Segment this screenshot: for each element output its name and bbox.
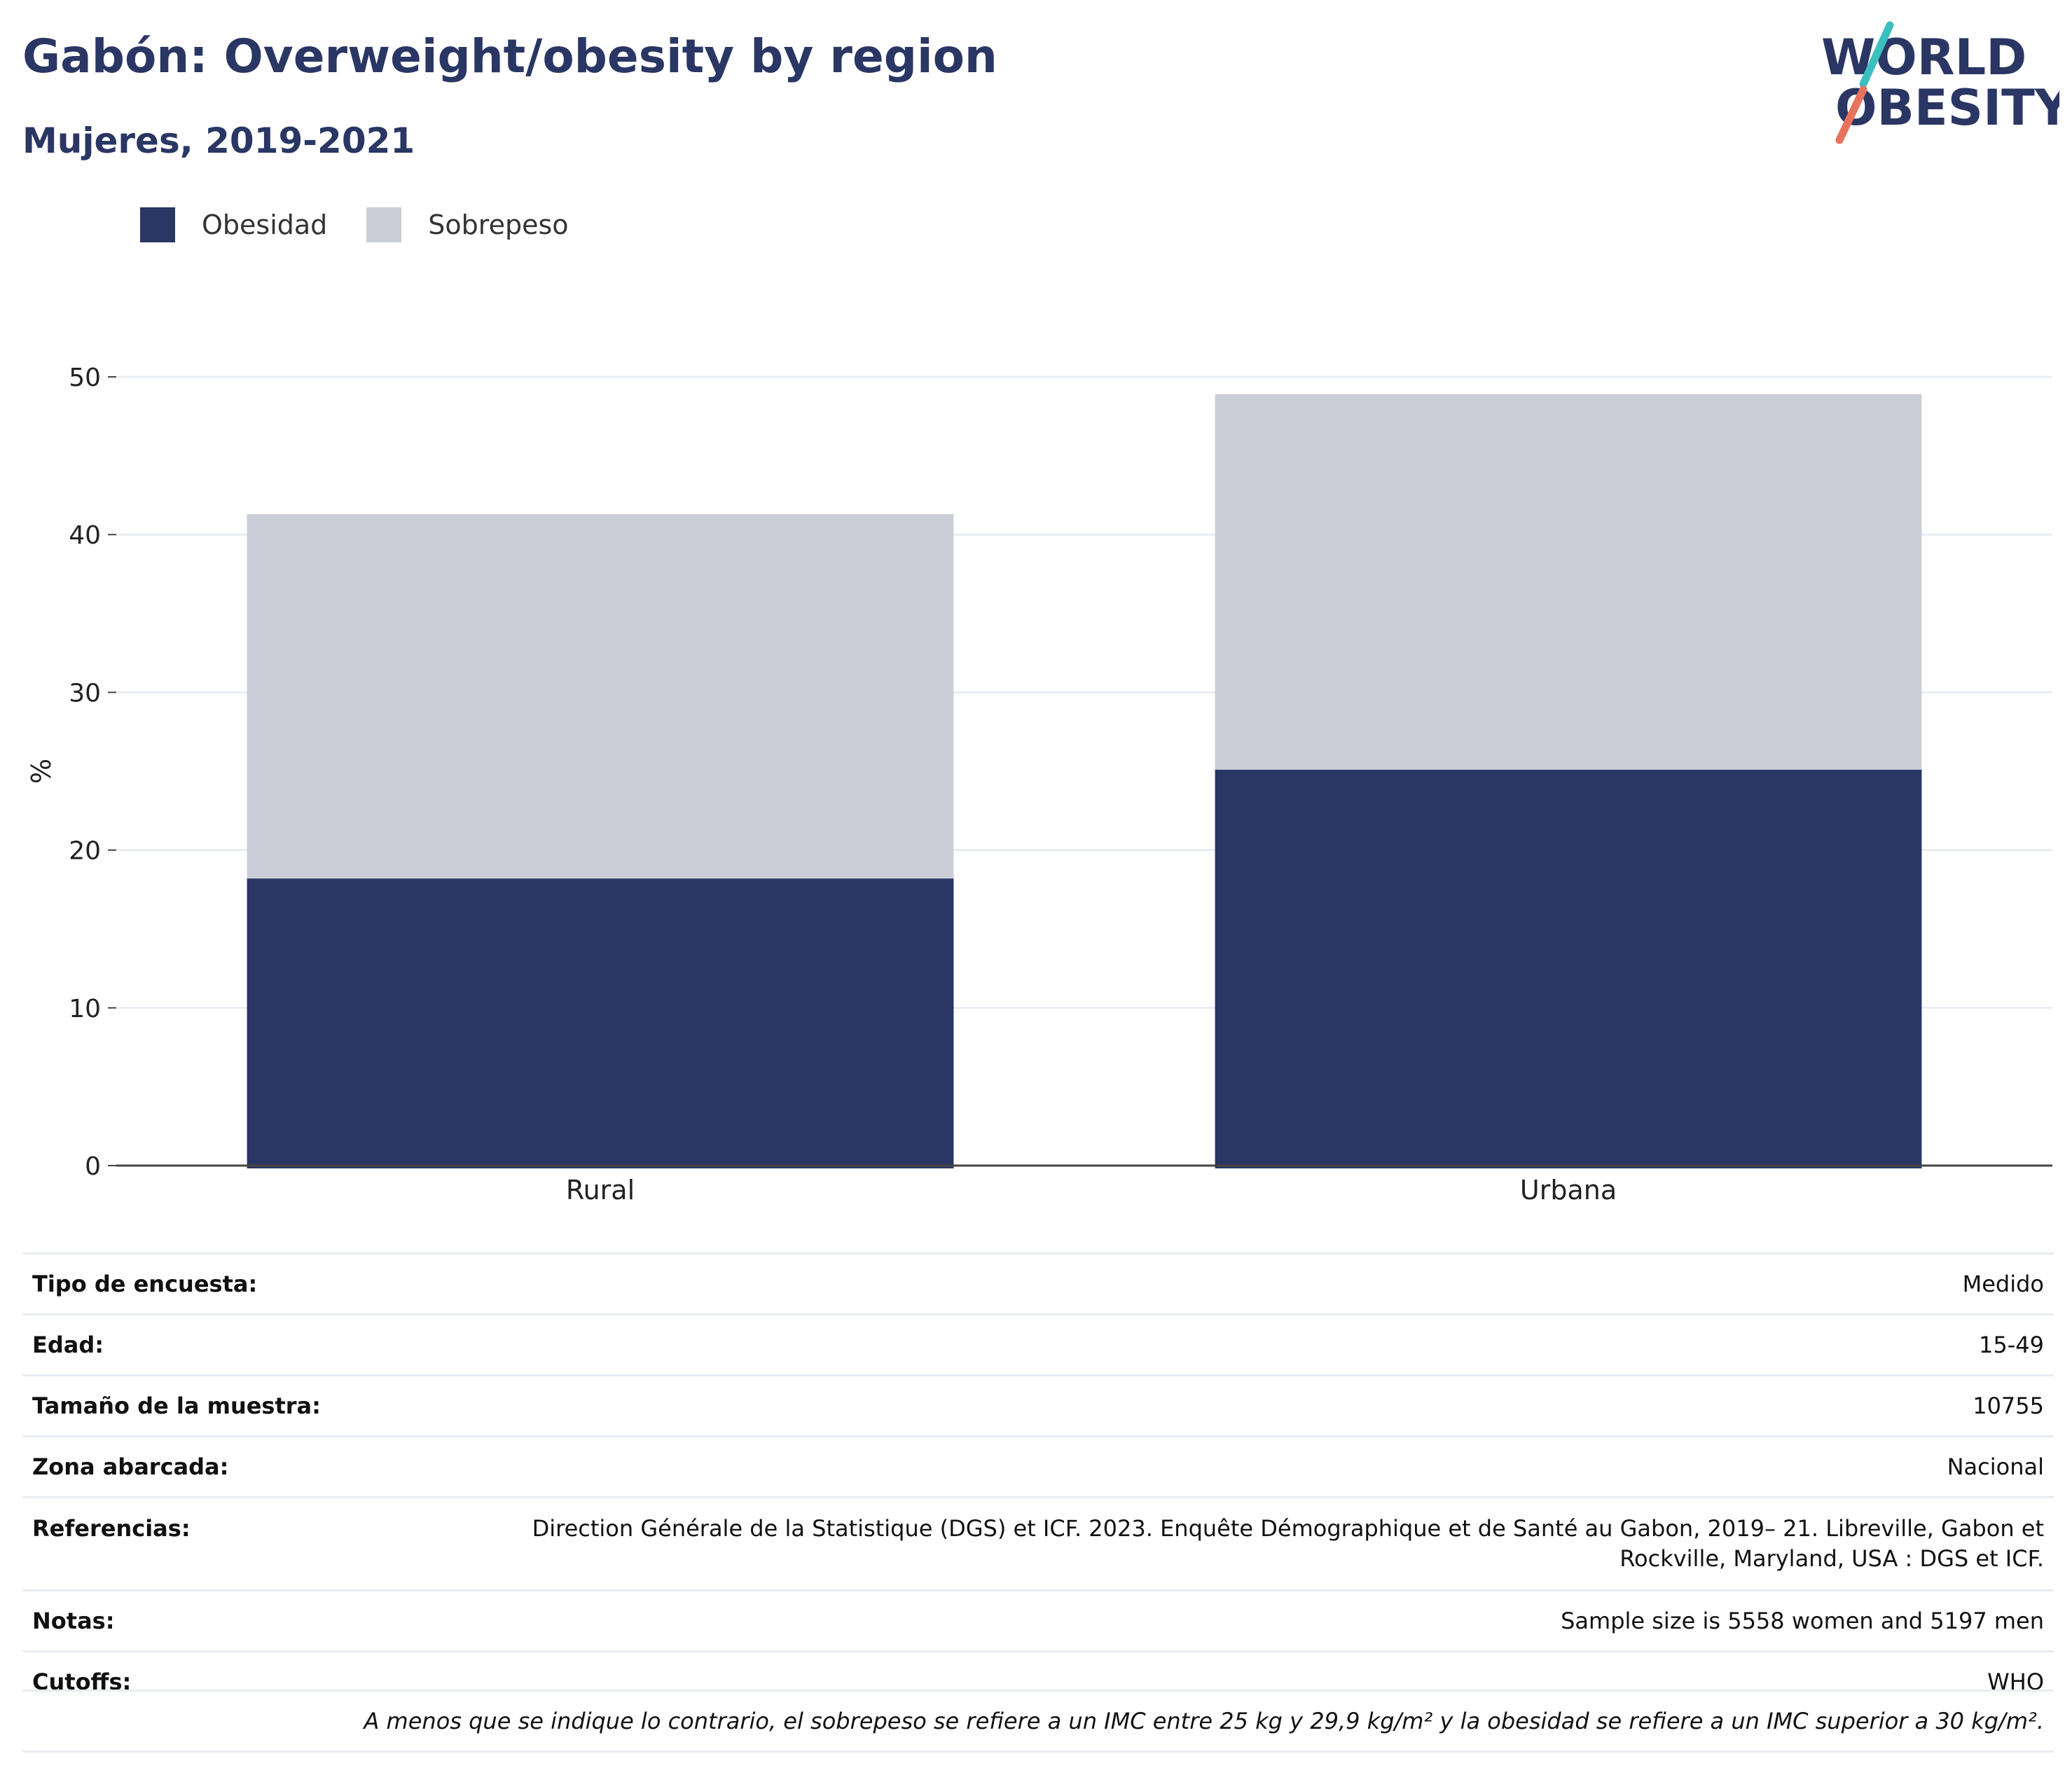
x-tick-label: Urbana xyxy=(1520,1175,1617,1206)
info-value: Medido xyxy=(362,1252,2054,1315)
info-row-references: Referencias: Direction Générale de la St… xyxy=(22,1496,2054,1591)
bar-rural-sobrepeso[interactable] xyxy=(247,513,954,879)
y-tick-label: 30 xyxy=(69,679,101,707)
y-tick-label: 50 xyxy=(69,364,101,392)
info-row-cutoffs: Cutoffs: WHO xyxy=(22,1650,2054,1711)
info-row-notes: Notas: Sample size is 5558 women and 519… xyxy=(22,1589,2054,1652)
reference-line-1: Direction Générale de la Statistique (DG… xyxy=(532,1515,2044,1542)
info-label: Tamaño de la muestra: xyxy=(22,1374,363,1437)
axes: 0 10 20 30 40 50 Rural Urbana% xyxy=(26,364,2052,1206)
bar-rural-obesidad[interactable] xyxy=(247,878,954,1168)
world-obesity-logo: WORLD OBESITY xyxy=(1821,21,2059,144)
info-label: Edad: xyxy=(22,1313,363,1376)
bar-urbana-sobrepeso[interactable] xyxy=(1215,394,1922,770)
logo-line-2: OBESITY xyxy=(1835,79,2059,137)
info-row-sample-size: Tamaño de la muestra: 10755 xyxy=(22,1374,2054,1437)
info-label: Cutoffs: xyxy=(22,1650,363,1711)
info-row-area: Zona abarcada: Nacional xyxy=(22,1435,2054,1498)
legend-label-obesidad: Obesidad xyxy=(202,209,328,240)
info-label: Notas: xyxy=(22,1589,363,1652)
info-label: Referencias: xyxy=(22,1496,363,1591)
info-value: 10755 xyxy=(362,1374,2054,1437)
logo-slash-teal xyxy=(1859,21,1894,88)
y-tick-label: 20 xyxy=(69,837,101,866)
bar-chart: 0 10 20 30 40 50 Rural Urbana% xyxy=(26,364,2052,1206)
y-tick-label: 40 xyxy=(69,521,101,550)
bars xyxy=(247,394,1922,1168)
y-tick-label: 0 xyxy=(85,1152,101,1181)
bar-urbana-obesidad[interactable] xyxy=(1215,769,1922,1168)
info-value: WHO xyxy=(362,1650,2054,1711)
info-value: Nacional xyxy=(362,1435,2054,1498)
info-value: Direction Générale de la Statistique (DG… xyxy=(362,1496,2054,1591)
legend: Obesidad Sobrepeso xyxy=(140,207,608,242)
chart-subtitle: Mujeres, 2019-2021 xyxy=(22,120,415,161)
chart-title: Gabón: Overweight/obesity by region xyxy=(22,29,997,83)
info-label: Zona abarcada: xyxy=(22,1435,363,1498)
legend-swatch-sobrepeso xyxy=(366,207,402,242)
y-axis-label: % xyxy=(26,759,57,784)
survey-info-table: Tipo de encuesta: Medido Edad: 15-49 Tam… xyxy=(22,1252,2054,1711)
logo-line-1: WORLD xyxy=(1821,29,2026,86)
info-value: 15-49 xyxy=(362,1313,2054,1376)
info-row-age: Edad: 15-49 xyxy=(22,1313,2054,1376)
y-tick-label: 10 xyxy=(69,995,101,1023)
legend-swatch-obesidad xyxy=(140,207,175,242)
legend-item-obesidad[interactable]: Obesidad xyxy=(140,207,327,242)
reference-line-2: Rockville, Maryland, USA : DGS et ICF. xyxy=(1619,1545,2044,1572)
bmi-footnote: A menos que se indique lo contrario, el … xyxy=(22,1690,2054,1753)
x-tick-label: Rural xyxy=(566,1175,635,1206)
legend-item-sobrepeso[interactable]: Sobrepeso xyxy=(366,207,569,242)
info-row-survey-type: Tipo de encuesta: Medido xyxy=(22,1252,2054,1315)
info-label: Tipo de encuesta: xyxy=(22,1252,363,1315)
logo-slash-red xyxy=(1835,85,1867,144)
legend-label-sobrepeso: Sobrepeso xyxy=(428,209,569,240)
info-value: Sample size is 5558 women and 5197 men xyxy=(362,1589,2054,1652)
